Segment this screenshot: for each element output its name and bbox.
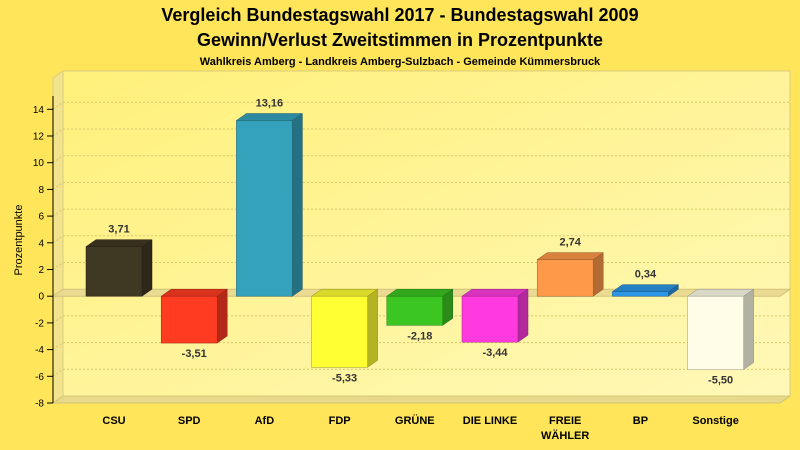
bar-top [536,252,604,260]
bar [611,284,680,297]
x-tick-label: DIE LINKE [463,415,517,427]
data-label: 2,74 [559,237,581,249]
bar-front [687,295,744,370]
x-tick-label: FDP [329,415,351,427]
y-tick-label: -8 [35,399,44,410]
bar-front [386,295,444,326]
chart-subtitle: Wahlkreis Amberg - Landkreis Amberg-Sulz… [200,56,601,68]
bar [235,113,304,297]
y-axis-label: Prozentpunkte [13,205,25,276]
bar-side [292,113,303,297]
data-label: -5,33 [332,372,357,384]
bar-top [310,288,379,297]
bar-side [743,288,754,371]
bar-top [611,284,680,292]
x-axis: CSU SPD AfD FDP GRÜNE DIE LINKE FREIE WÄHLER BP S… [102,414,738,442]
data-label: -3,51 [182,348,207,360]
bar-side [141,239,153,297]
x-tick-label: FREIE [549,415,581,427]
bar-top [386,288,454,297]
bar [160,288,228,344]
bar-top [461,288,529,297]
y-tick-label: 12 [33,132,45,143]
y-tick-label: 2 [38,265,44,276]
x-tick-label: SPD [178,415,201,427]
x-tick-label: GRÜNE [395,414,435,427]
x-tick-label: BP [633,415,648,427]
y-tick-label: 10 [33,158,45,169]
data-label: 13,16 [256,98,284,110]
bar-side [517,288,529,343]
bar-front [311,295,368,368]
y-tick-label: -2 [35,318,44,329]
plot-floor [51,395,792,404]
bar [536,252,604,297]
bar-front [612,291,669,297]
bar-side [216,288,228,344]
data-label: -2,18 [407,330,432,342]
bar-front [236,120,293,297]
bar-side [592,252,604,297]
bar-top [686,288,755,297]
plot-area [62,70,791,397]
y-tick-label: 14 [33,105,45,116]
x-tick-label: CSU [102,415,125,427]
y-tick-label: 6 [38,212,44,223]
y-tick-label: -6 [35,372,44,383]
bar-side [367,288,378,368]
plot-side-wall [52,70,64,404]
y-axis: -8 -6 -4 -2 0 2 4 6 8 10 12 14 [33,95,54,410]
bar [686,288,755,371]
bars [85,113,755,371]
bar-front [536,259,594,297]
data-label: -3,44 [482,347,508,359]
data-label: 3,71 [108,224,129,236]
bar-top [160,288,228,297]
y-tick-label: 4 [38,238,44,249]
chart-title-line2: Gewinn/Verlust Zweitstimmen in Prozentpu… [197,30,603,50]
bar-front [160,295,218,344]
y-tick-label: 8 [38,185,44,196]
bar [461,288,529,343]
bar-front [85,246,143,297]
data-label: -5,50 [708,375,733,387]
y-tick-label: -4 [35,345,44,356]
bar [85,239,153,297]
x-tick-label: AfD [255,415,275,427]
y-tick-label: 0 [38,292,44,303]
x-tick-label: Sonstige [692,415,738,427]
bar [386,288,454,326]
bar-front [461,295,519,343]
bar [310,288,379,368]
x-tick-label-line2: WÄHLER [541,429,589,442]
chart-title: Vergleich Bundestagswahl 2017 - Bundesta… [161,5,638,25]
data-label: 0,34 [635,269,657,281]
bar-top [85,239,153,247]
data-labels: 3,71 -3,51 13,16 -5,33 -2,18 -3,44 2,74 0,34 -5,… [108,98,733,387]
bar-top [235,113,304,121]
